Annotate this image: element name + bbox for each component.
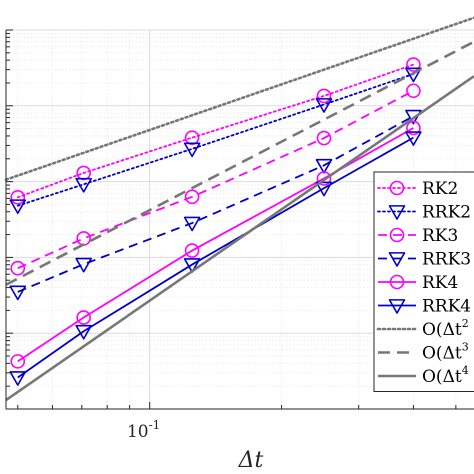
series-rk4 bbox=[10, 120, 421, 369]
legend-item: O(Δt3 bbox=[378, 341, 469, 364]
data-point bbox=[183, 216, 201, 232]
series-line bbox=[17, 127, 414, 363]
data-point bbox=[315, 98, 333, 113]
data-point bbox=[76, 310, 91, 325]
legend-marker bbox=[388, 299, 406, 314]
legend-item: RRK4 bbox=[378, 297, 471, 317]
series-line bbox=[4, 16, 474, 181]
series-line bbox=[17, 136, 414, 379]
series-o-t3- bbox=[5, 40, 474, 286]
data-point bbox=[406, 57, 421, 72]
legend-item: O(Δt2 bbox=[376, 317, 469, 340]
legend-marker bbox=[389, 180, 405, 196]
series-line bbox=[17, 89, 414, 270]
data-point bbox=[75, 257, 92, 273]
data-point bbox=[10, 354, 26, 369]
data-point bbox=[10, 260, 26, 276]
legend-label: O(Δt4 bbox=[422, 364, 469, 387]
legend-item: RK2 bbox=[377, 179, 458, 199]
data-point bbox=[316, 88, 332, 104]
data-point bbox=[316, 130, 332, 146]
legend-label: O(Δt2 bbox=[422, 317, 469, 340]
data-point bbox=[75, 324, 92, 340]
series-layer bbox=[4, 16, 474, 402]
data-point bbox=[184, 189, 200, 205]
data-point bbox=[9, 285, 27, 301]
data-point bbox=[184, 243, 200, 258]
data-point bbox=[315, 158, 333, 174]
x-tick-labels: 10-1 bbox=[127, 418, 160, 442]
data-point bbox=[9, 199, 27, 215]
legend-item: RK3 bbox=[378, 226, 458, 246]
axis-ticks bbox=[6, 29, 457, 410]
data-point bbox=[406, 83, 421, 99]
series-rrk3 bbox=[9, 109, 422, 301]
legend-label: RRK2 bbox=[422, 203, 471, 223]
legend-item: RRK3 bbox=[378, 250, 471, 270]
legend-item: RK4 bbox=[378, 273, 458, 293]
legend-item: O(Δt4 bbox=[378, 364, 469, 387]
data-point bbox=[183, 258, 201, 273]
x-tick-label: 10-1 bbox=[127, 418, 160, 442]
data-point bbox=[406, 120, 421, 136]
data-point bbox=[184, 130, 200, 145]
data-point bbox=[9, 371, 27, 386]
data-point bbox=[405, 67, 422, 83]
series-line bbox=[17, 115, 414, 293]
legend-label: RK2 bbox=[422, 179, 458, 199]
data-point bbox=[10, 190, 26, 205]
series-rk3 bbox=[10, 83, 421, 276]
legend-label: RRK4 bbox=[422, 297, 471, 317]
legend-item: RRK2 bbox=[377, 203, 471, 223]
legend-marker bbox=[388, 205, 406, 220]
data-point bbox=[405, 131, 422, 146]
legend-label: RK4 bbox=[422, 273, 458, 293]
legend-marker bbox=[388, 252, 406, 267]
legend-marker bbox=[389, 274, 405, 290]
series-o-t2- bbox=[4, 16, 474, 181]
data-point bbox=[183, 142, 201, 158]
series-line bbox=[16, 73, 415, 207]
series-rrk4 bbox=[9, 131, 422, 386]
data-point bbox=[75, 177, 92, 193]
legend-label: RRK3 bbox=[422, 250, 471, 270]
series-line bbox=[5, 75, 474, 402]
series-rrk2 bbox=[9, 67, 422, 215]
x-axis-label: Δt bbox=[238, 448, 264, 473]
data-point bbox=[316, 171, 332, 186]
series-line bbox=[16, 63, 415, 199]
legend-label: RK3 bbox=[422, 226, 458, 246]
series-line bbox=[5, 40, 474, 286]
data-point bbox=[405, 109, 422, 125]
legend-marker bbox=[389, 227, 405, 243]
series-o-t4- bbox=[5, 75, 474, 402]
legend-label: O(Δt3 bbox=[422, 341, 469, 364]
data-point bbox=[315, 181, 333, 197]
